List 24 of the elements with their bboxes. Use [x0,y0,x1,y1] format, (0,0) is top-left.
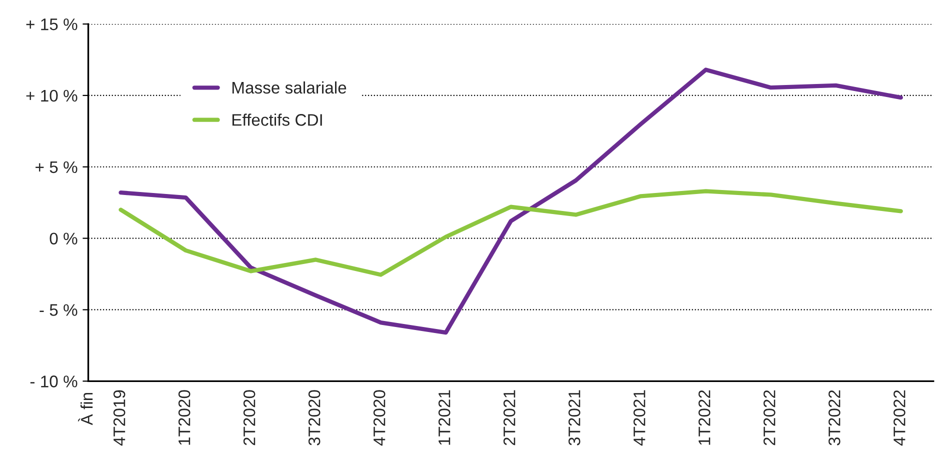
y-tick-label: + 10 % [26,90,78,102]
y-tick-label: 0 % [50,232,78,245]
x-tick-label: 4T2021 [634,390,646,446]
x-tick-label: 1T2020 [178,390,190,445]
x-tick-label: 4T2022 [894,390,906,446]
x-tick-label: 2T2020 [243,390,256,446]
x-tick-label: 1T2022 [698,390,710,445]
x-tick-label: 2T2022 [764,390,776,446]
line-series [118,189,903,277]
y-tick-label: - 10 % [30,376,78,388]
x-tick-label: 3T2020 [308,390,320,446]
x-tick-label: 3T2021 [568,390,580,446]
line-series [118,68,903,335]
y-tick-label: + 5 % [36,161,78,174]
legend-label: Effectifs CDI [232,114,322,126]
y-tick-label: - 5 % [40,304,78,316]
x-tick-label: 2T2021 [503,390,516,446]
legend-label: Masse salariale [232,81,346,94]
x-tick-label: 4T2020 [373,390,386,446]
x-tick-label: 1T2021 [438,390,450,445]
text: À fin [78,392,93,426]
x-tick-label: 4T2019 [113,390,126,446]
x-tick-label: 3T2022 [828,390,840,446]
y-tick-label: + 15 % [26,18,78,30]
